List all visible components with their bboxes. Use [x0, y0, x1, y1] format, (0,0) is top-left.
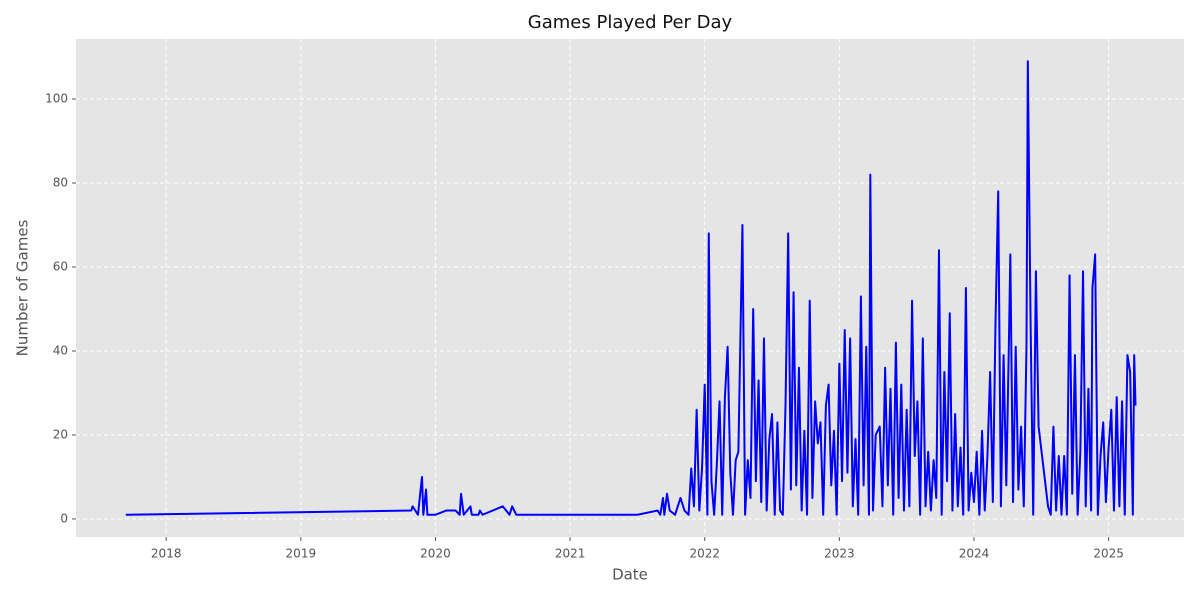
- y-tick-label: 0: [60, 511, 68, 525]
- x-tick-label: 2022: [689, 547, 720, 561]
- chart-title: Games Played Per Day: [528, 12, 733, 33]
- x-tick-label: 2025: [1093, 547, 1124, 561]
- x-axis-label: Date: [612, 566, 648, 584]
- x-tick-label: 2020: [420, 547, 451, 561]
- y-tick-label: 40: [53, 343, 68, 357]
- x-tick-label: 2018: [151, 547, 182, 561]
- y-tick-label: 80: [53, 176, 68, 190]
- x-tick-label: 2021: [555, 547, 586, 561]
- x-tick-label: 2023: [824, 547, 855, 561]
- data-line: [125, 60, 1137, 516]
- y-tick-label: 20: [53, 427, 68, 441]
- y-tick-label: 100: [45, 92, 68, 106]
- y-axis-label: Number of Games: [14, 219, 32, 356]
- y-tick-label: 60: [53, 260, 68, 274]
- x-tick-label: 2024: [959, 547, 990, 561]
- x-tick-label: 2019: [286, 547, 317, 561]
